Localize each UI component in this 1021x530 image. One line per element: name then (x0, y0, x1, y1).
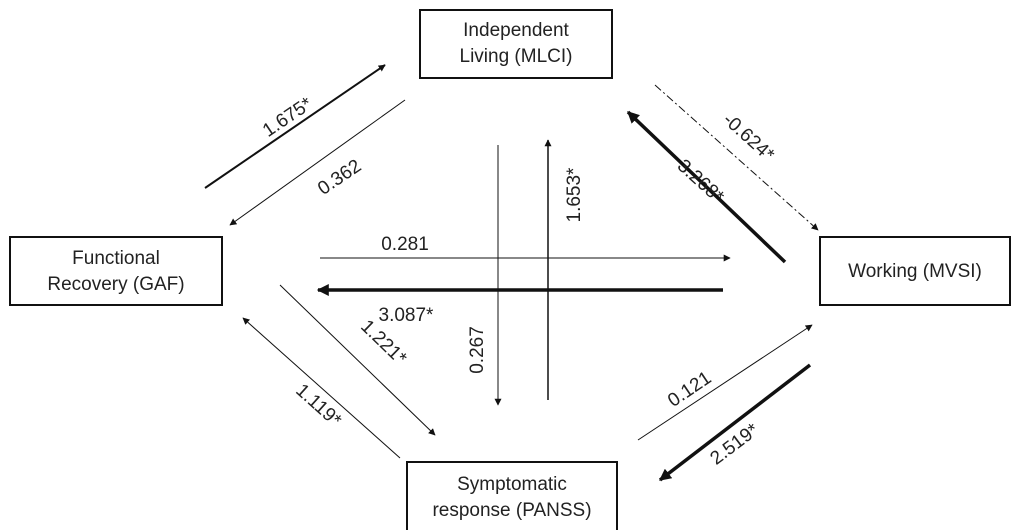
edge-label: 2.519* (706, 419, 763, 469)
node-label-line: Independent (463, 20, 569, 41)
edge-label: -0.624* (719, 109, 779, 166)
edge-label: 0.121 (664, 368, 715, 412)
node-box (9, 236, 223, 306)
edge-arrow (204, 64, 386, 189)
node-label-line: Recovery (GAF) (47, 274, 184, 295)
edge-arrow (242, 317, 401, 459)
node-label-line: Living (MLCI) (460, 46, 573, 67)
edge-label: 3.268* (673, 155, 728, 208)
node-box (819, 236, 1011, 306)
node-label: Functional Recovery (GAF) (47, 248, 184, 295)
node-box (419, 9, 613, 79)
edge-arrow (229, 99, 406, 226)
node-label-line: Functional (72, 248, 160, 269)
edge-arrow (637, 324, 813, 441)
edge-label: 0.281 (381, 234, 429, 255)
edge-label: 0.362 (314, 156, 365, 200)
edge-label: 0.267 (467, 326, 488, 374)
node-label: Independent Living (MLCI) (460, 20, 573, 67)
node-label-line: Symptomatic (457, 474, 567, 495)
edge-arrow (279, 284, 436, 436)
node-label-line: response (PANSS) (432, 500, 591, 521)
edge-label: 1.119* (291, 380, 345, 432)
edge-arrow (626, 110, 787, 264)
edge-arrow (654, 84, 819, 231)
edge-label: 1.653* (564, 167, 585, 223)
edge-label: 3.087* (379, 305, 435, 326)
node-label: Symptomatic response (PANSS) (432, 474, 591, 521)
node-label: Working (MVSI) (848, 261, 982, 282)
node-box (406, 461, 618, 530)
edge-arrow (658, 363, 812, 482)
node-label-line: Working (MVSI) (848, 261, 982, 282)
